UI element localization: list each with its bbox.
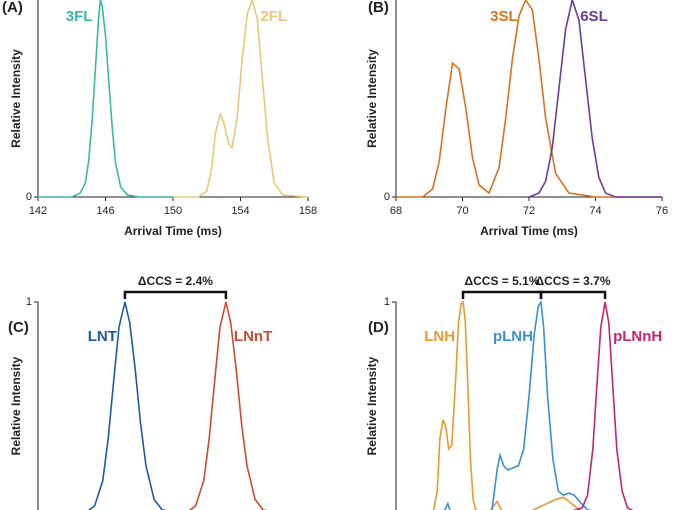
y-axis-title: Relative Intensity	[9, 356, 23, 455]
series-label: pLNH	[493, 328, 533, 345]
y-tick-label: 0	[26, 191, 32, 203]
series-line	[87, 301, 167, 510]
annotation: ΔCCS = 3.7%	[536, 274, 611, 288]
series-line	[572, 301, 634, 510]
series-label: LNH	[424, 328, 455, 345]
series-line	[396, 0, 662, 198]
x-tick-label: 74	[589, 205, 601, 217]
x-tick-label: 70	[456, 205, 468, 217]
x-tick-label: 150	[164, 205, 182, 217]
annotation-bracket	[123, 290, 228, 299]
x-tick-label: 154	[231, 205, 249, 217]
panel: (A) Relative Intensity 0 142 146 150 154 158 Arr…	[2, 0, 317, 238]
annotation-bracket	[539, 290, 607, 299]
x-tick-label: 142	[29, 205, 47, 217]
series-line	[432, 300, 581, 510]
x-tick-label: 158	[299, 205, 317, 217]
series-label: 3FL	[66, 8, 93, 25]
x-tick-label: 72	[523, 205, 535, 217]
series-label: 6SL	[580, 8, 608, 25]
series-line	[38, 0, 173, 198]
y-axis-title: Relative Intensity	[9, 49, 23, 148]
series-label: LNT	[88, 328, 117, 345]
y-tick-label: 1	[384, 296, 390, 308]
series-line	[173, 0, 309, 198]
x-tick-label: 68	[390, 205, 402, 217]
panel: (B) Relative Intensity 068 70 72 74 76 Arrival …	[365, 0, 668, 238]
panel-label: (A)	[2, 0, 23, 16]
panel: (C) Relative Intensity 1 LNT LNnT ΔCCS = 2.4%	[8, 274, 272, 510]
panel-label: (D)	[368, 319, 389, 336]
y-axis-title: Relative Intensity	[365, 49, 379, 148]
y-tick-label: 0	[384, 191, 390, 203]
panel-label: (C)	[8, 319, 29, 336]
annotation: ΔCCS = 5.1%	[465, 274, 540, 288]
series-label: pLNnH	[613, 328, 662, 345]
x-tick-label: 146	[96, 205, 114, 217]
panel-label: (B)	[368, 0, 389, 16]
panel: (D) Relative Intensity 1 LNH pLNH pLNnH ΔCCS =…	[365, 274, 662, 510]
x-axis-title: Arrival Time (ms)	[480, 224, 578, 238]
annotation-bracket	[461, 290, 543, 299]
series-label: LNnT	[234, 328, 272, 345]
x-axis-title: Arrival Time (ms)	[124, 224, 222, 238]
x-tick-label: 76	[656, 205, 668, 217]
y-axis-title: Relative Intensity	[365, 356, 379, 455]
series-label: 2FL	[260, 8, 287, 25]
annotation: ΔCCS = 2.4%	[138, 274, 213, 288]
series-line	[188, 301, 268, 510]
series-line	[443, 299, 593, 510]
series-label: 3SL	[490, 8, 518, 25]
series-line	[528, 0, 662, 198]
y-tick-label: 1	[26, 296, 32, 308]
